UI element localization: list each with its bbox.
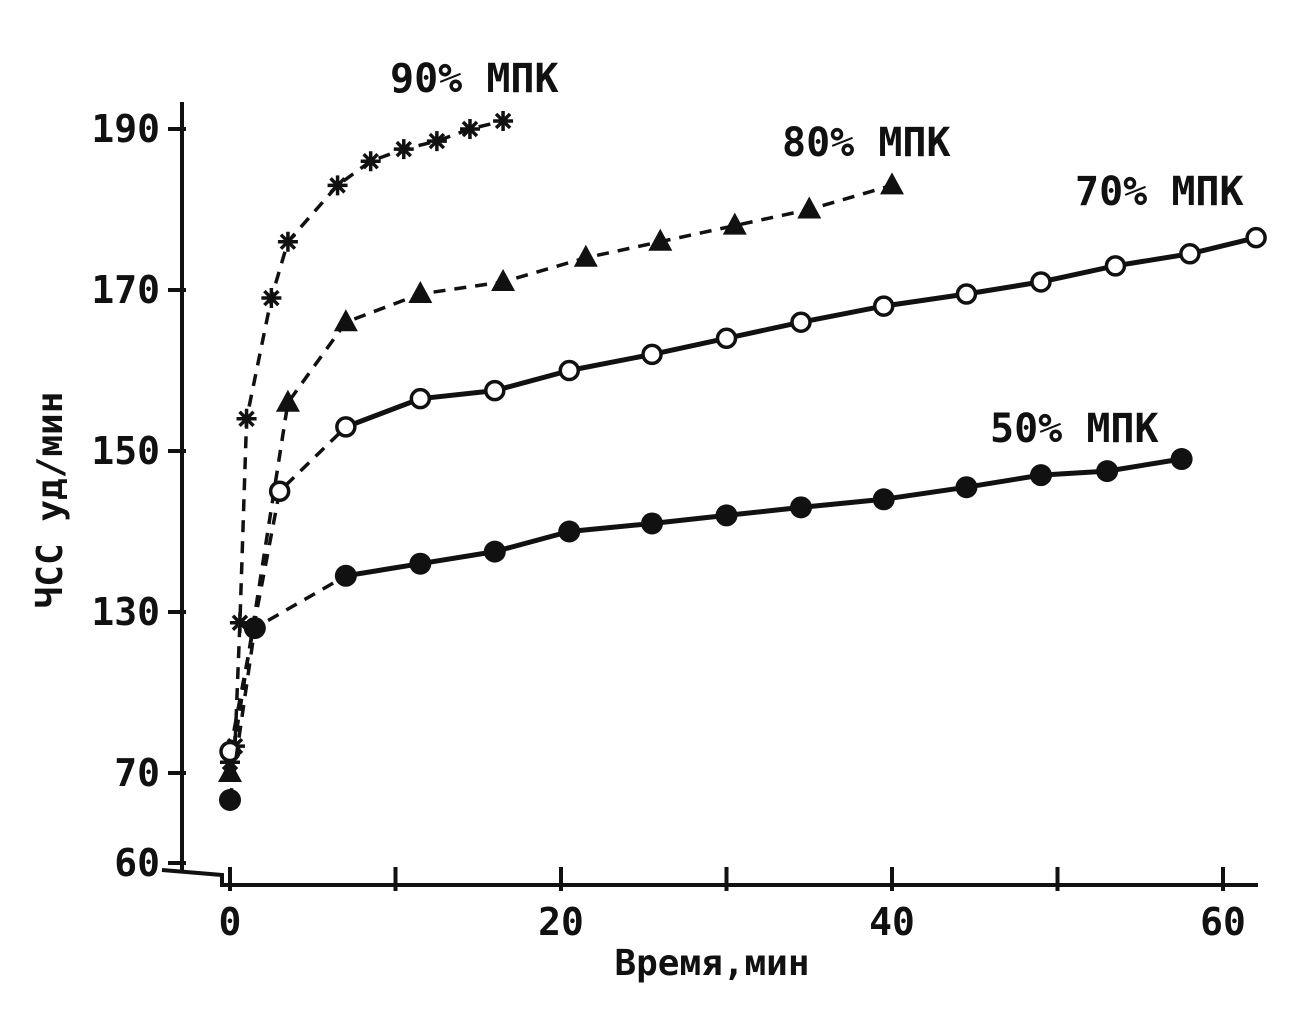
series-line-dashed-3 (228, 574, 347, 801)
data-point (1030, 271, 1052, 293)
data-point (641, 512, 664, 535)
data-point (648, 228, 673, 251)
data-point (275, 389, 300, 412)
data-point (393, 139, 414, 160)
series-label-80: 80% МПК (782, 120, 951, 166)
data-point (219, 740, 241, 763)
data-point (409, 387, 432, 410)
data-point (493, 110, 514, 131)
x-axis-label: Время,мин (614, 943, 809, 984)
x-tick-label: 0 (219, 900, 242, 944)
data-point (1029, 464, 1052, 487)
x-tick-label: 20 (538, 900, 584, 944)
data-point (426, 131, 447, 152)
y-tick-label: 70 (114, 751, 160, 795)
data-point (219, 789, 241, 811)
data-point (360, 151, 381, 172)
data-point (218, 760, 242, 782)
data-point (484, 379, 506, 402)
data-point (327, 175, 348, 196)
data-point (872, 295, 895, 317)
y-axis-label: ЧСС уд/мин (30, 392, 71, 609)
data-point (491, 268, 516, 291)
data-point (955, 476, 978, 499)
x-tick-label: 40 (869, 900, 915, 944)
series-label-70: 70% МПК (1075, 169, 1244, 215)
y-tick-label: 150 (91, 429, 160, 473)
series-line-0 (228, 119, 504, 763)
data-point (483, 540, 506, 563)
data-point (872, 488, 895, 511)
data-point (335, 416, 357, 438)
data-point (261, 288, 282, 309)
data-point (558, 359, 581, 382)
series-line-1 (228, 183, 893, 774)
data-point (229, 612, 250, 633)
series-label-50: 50% МПК (990, 406, 1159, 452)
data-point (558, 520, 581, 543)
data-point (277, 231, 298, 252)
y-tick-label: 190 (91, 107, 160, 151)
data-point (797, 196, 822, 219)
data-point (955, 283, 978, 305)
data-point (243, 617, 266, 640)
data-point (722, 212, 747, 235)
data-point (1170, 448, 1193, 471)
data-point (408, 281, 433, 304)
data-point (573, 244, 598, 267)
series-line-dashed-2 (228, 425, 348, 752)
data-point (1104, 255, 1127, 277)
data-point (789, 496, 812, 519)
data-point (1096, 460, 1119, 483)
data-point (715, 504, 738, 527)
x-axis-line (161, 868, 1258, 887)
data-point (1245, 226, 1267, 249)
data-point (459, 119, 480, 139)
axes: 60 70 130 150 170 190 0 20 40 60 (91, 102, 1258, 944)
y-tick-label: 60 (114, 841, 160, 885)
data-point (880, 172, 904, 195)
data-point (715, 327, 738, 350)
y-tick-label: 170 (91, 268, 160, 312)
data-point (790, 311, 812, 333)
series-label-90: 90% МПК (390, 56, 559, 102)
data-point (409, 552, 432, 575)
series-line-solid-3 (345, 456, 1183, 579)
data-point (334, 564, 357, 587)
data-point (268, 480, 291, 502)
data-point (333, 309, 358, 332)
data-point (236, 408, 257, 429)
x-tick-label: 60 (1200, 900, 1246, 944)
data-point (1179, 243, 1201, 265)
data-point (641, 343, 663, 366)
series-layer (218, 110, 1267, 811)
y-tick-label: 130 (91, 590, 160, 634)
